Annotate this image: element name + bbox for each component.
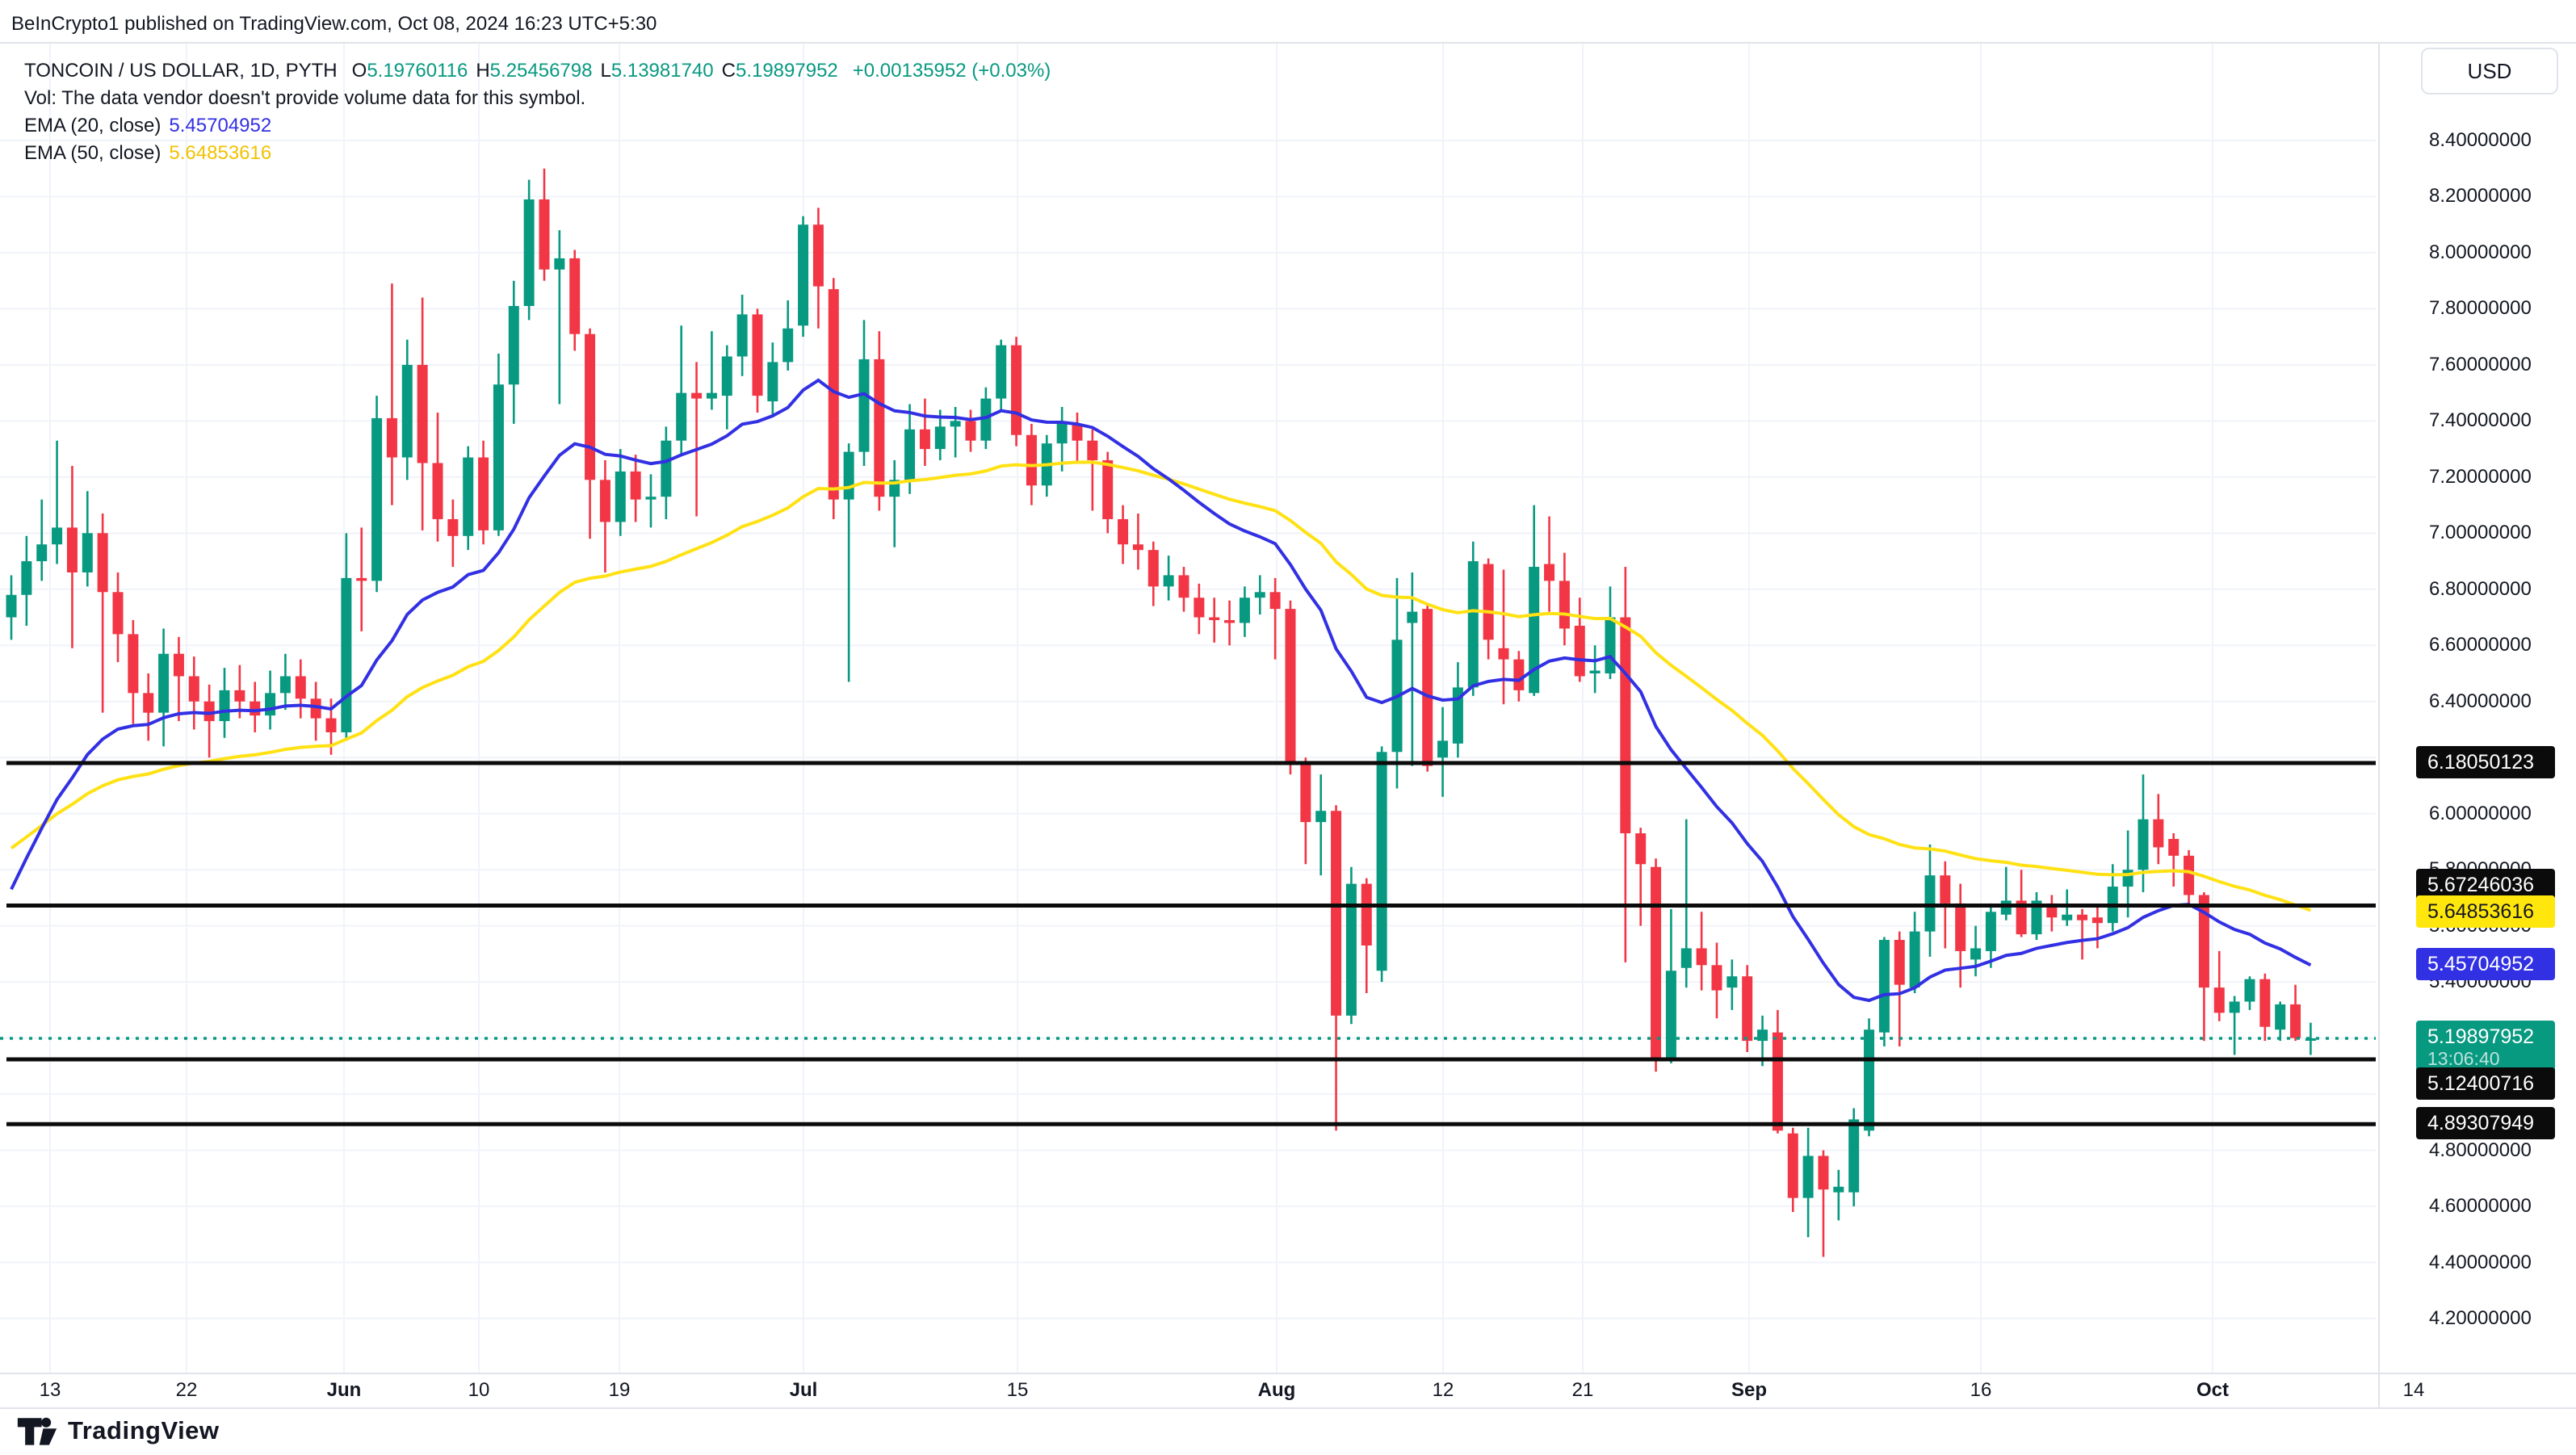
price-tick-label: 8.40000000	[2429, 129, 2532, 151]
price-badge-last: 5.19897952 13:06:40	[2416, 1021, 2555, 1074]
price-tick-label: 7.80000000	[2429, 297, 2532, 320]
price-tick-label: 7.40000000	[2429, 409, 2532, 432]
price-tick-label: 7.00000000	[2429, 522, 2532, 544]
tradingview-logo-text: TradingView	[68, 1416, 220, 1445]
time-tick-label: Aug	[1257, 1379, 1296, 1401]
price-badge-ema50: 5.64853616	[2416, 895, 2555, 928]
ema50-legend[interactable]: EMA (50, close) 5.64853616	[24, 142, 271, 165]
ema-lines	[10, 378, 2312, 1003]
time-tick-label: Jul	[789, 1379, 818, 1401]
time-tick-label: 22	[175, 1379, 198, 1401]
time-tick-label: Jun	[326, 1379, 362, 1401]
price-change: +0.00135952 (+0.03%)	[852, 60, 1051, 82]
ohlc-low: L5.13981740	[600, 60, 714, 82]
price-tick-label: 4.40000000	[2429, 1251, 2532, 1273]
ohlc-open: O5.19760116	[351, 60, 468, 82]
time-axis-border	[0, 1373, 2576, 1374]
ohlc-high: H5.25456798	[476, 60, 593, 82]
support-resistance-lines	[6, 761, 2376, 1126]
ema20-legend[interactable]: EMA (20, close) 5.45704952	[24, 115, 271, 137]
ema20-label: EMA (20, close)	[24, 115, 162, 136]
time-tick-label: 10	[468, 1379, 490, 1401]
time-tick-label: Oct	[2196, 1379, 2230, 1401]
price-tick-label: 6.40000000	[2429, 690, 2532, 712]
time-tick-label: 12	[1432, 1379, 1454, 1401]
time-tick-label: 14	[2402, 1379, 2425, 1401]
price-badge-level: 4.89307949	[2416, 1107, 2555, 1139]
time-tick-label: 13	[39, 1379, 61, 1401]
price-axis-scale[interactable]: 8.40000000 8.20000000 8.00000000 7.80000000…	[2378, 42, 2576, 1407]
price-tick-label: 6.00000000	[2429, 802, 2532, 824]
time-tick-label: 21	[1571, 1379, 1594, 1401]
ema20-line-path	[10, 378, 2312, 1003]
volume-note[interactable]: Vol: The data vendor doesn't provide vol…	[24, 87, 586, 109]
symbol-title: TONCOIN / US DOLLAR, 1D, PYTH	[24, 60, 338, 82]
price-tick-label: 7.60000000	[2429, 353, 2532, 375]
ema50-line-path	[10, 460, 2312, 912]
price-tick-label: 4.60000000	[2429, 1195, 2532, 1218]
price-tick-label: 7.20000000	[2429, 465, 2532, 488]
ema20-value: 5.45704952	[169, 115, 272, 136]
currency-usd-button[interactable]: USD	[2421, 48, 2558, 94]
pane-top-border	[0, 42, 2576, 44]
price-badge-level: 6.18050123	[2416, 746, 2555, 778]
price-tick-label: 6.80000000	[2429, 577, 2532, 600]
time-tick-label: 16	[1970, 1379, 1992, 1401]
attribution-text: BeInCrypto1 published on TradingView.com…	[11, 13, 657, 35]
tradingview-logo[interactable]: TradingView	[16, 1413, 220, 1449]
price-tick-label: 6.60000000	[2429, 634, 2532, 656]
ema50-label: EMA (50, close)	[24, 142, 162, 164]
time-tick-label: Sep	[1731, 1379, 1768, 1401]
bar-countdown: 13:06:40	[2427, 1047, 2500, 1069]
time-tick-label: 15	[1006, 1379, 1029, 1401]
price-tick-label: 4.20000000	[2429, 1307, 2532, 1329]
footer-border	[0, 1407, 2576, 1409]
candlestick-series	[6, 168, 2316, 1257]
symbol-legend[interactable]: TONCOIN / US DOLLAR, 1D, PYTH O5.19760116…	[24, 60, 1051, 82]
tradingview-logo-icon	[17, 1417, 57, 1445]
price-tick-label: 4.80000000	[2429, 1138, 2532, 1161]
price-tick-label: 8.20000000	[2429, 185, 2532, 208]
price-tick-label: 8.00000000	[2429, 241, 2532, 263]
price-badge-level: 5.12400716	[2416, 1067, 2555, 1100]
ohlc-close: C5.19897952	[721, 60, 838, 82]
gridlines	[0, 42, 2376, 1373]
ema50-value: 5.64853616	[169, 142, 272, 164]
time-tick-label: 19	[608, 1379, 631, 1401]
price-axis-border	[2378, 42, 2380, 1407]
time-axis-scale[interactable]: 13 22 Jun 10 19 Jul 15 Aug 12 21 Sep 16 Oct 14	[0, 1373, 2576, 1407]
price-badge-ema20: 5.45704952	[2416, 948, 2555, 980]
